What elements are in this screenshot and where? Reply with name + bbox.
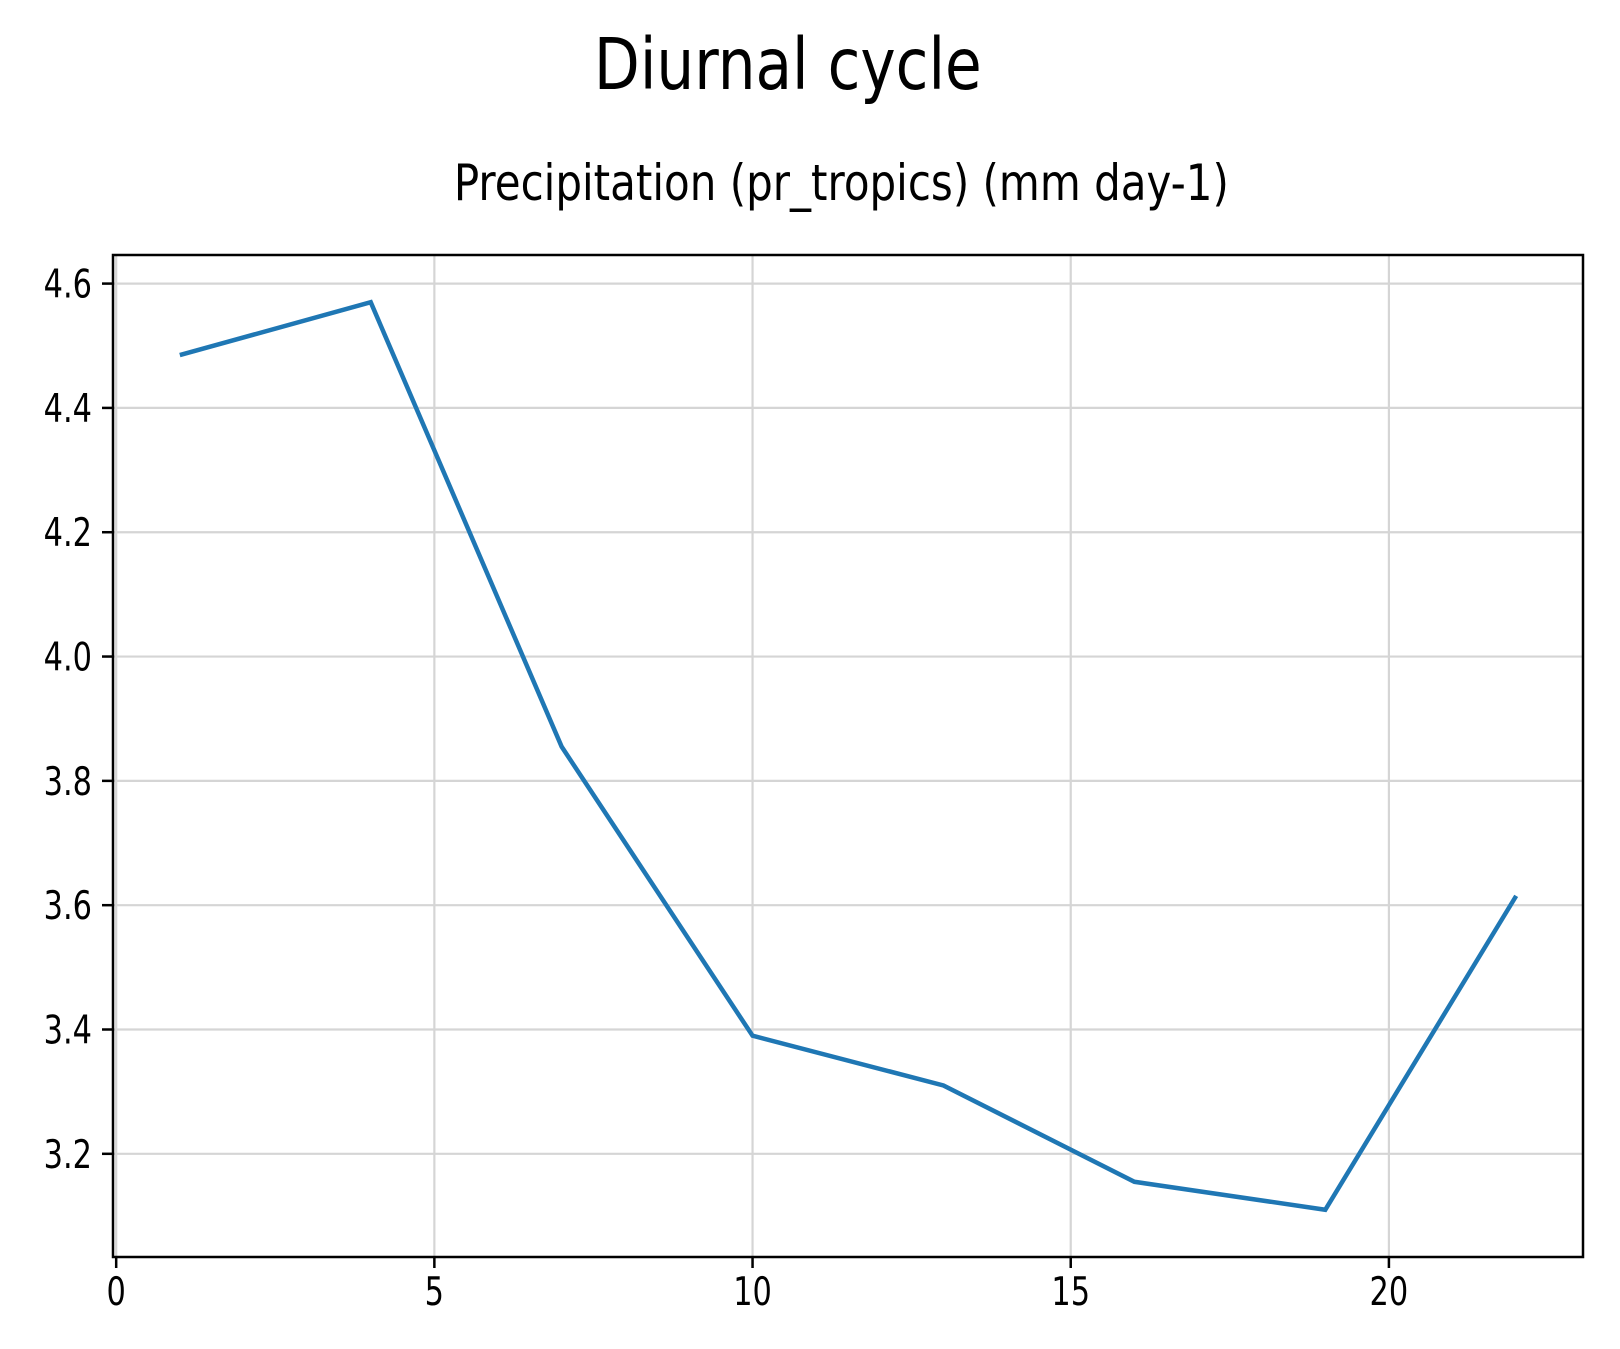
y-tick-label: 3.6 [44, 885, 92, 930]
series-layer [179, 299, 1519, 1213]
y-tick-label: 4.4 [44, 387, 92, 432]
x-tick-label: 0 [107, 1270, 126, 1315]
axes-title-text: Precipitation (pr_tropics) (mm day-1) [453, 154, 1229, 212]
data-line [179, 299, 1519, 1213]
plot-border [111, 253, 1585, 1259]
axes-title: Precipitation (pr_tropics) (mm day-1) [113, 154, 1583, 212]
y-tick-label: 4.2 [44, 512, 92, 557]
tick-labels-layer: 0 5 10 15 20 3.2 3.4 3.6 3.8 4.0 4.2 4.4 4.6 [44, 263, 1409, 1315]
axes-border-layer [111, 253, 1585, 1259]
y-tick-label: 4.0 [44, 636, 92, 681]
x-tick-label: 10 [733, 1270, 772, 1315]
figure-title-text: Diurnal cycle [594, 23, 982, 106]
y-tick-label: 4.6 [44, 263, 92, 308]
grid-layer [113, 255, 1583, 1257]
y-tick-label: 3.8 [44, 760, 92, 805]
y-tick-label: 3.4 [44, 1009, 92, 1054]
figure-title: Diurnal cycle [0, 23, 1620, 106]
ticks-layer [102, 282, 1391, 1268]
y-tick-label: 3.2 [44, 1133, 92, 1178]
x-tick-label: 20 [1370, 1270, 1409, 1315]
x-tick-label: 5 [425, 1270, 444, 1315]
x-tick-label: 15 [1051, 1270, 1090, 1315]
